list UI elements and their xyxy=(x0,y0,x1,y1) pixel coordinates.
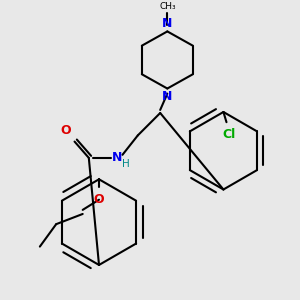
Text: Cl: Cl xyxy=(222,128,235,141)
Text: N: N xyxy=(162,89,172,103)
Text: N: N xyxy=(112,152,123,164)
Text: H: H xyxy=(122,159,129,169)
Text: O: O xyxy=(94,193,104,206)
Text: O: O xyxy=(61,124,71,137)
Text: N: N xyxy=(162,17,172,30)
Text: CH₃: CH₃ xyxy=(159,2,175,11)
